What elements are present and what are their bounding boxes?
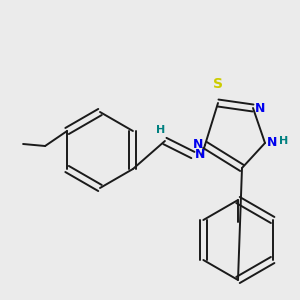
Text: H: H [279, 136, 288, 146]
Text: N: N [193, 139, 203, 152]
Text: S: S [213, 77, 223, 91]
Text: N: N [267, 136, 278, 149]
Text: N: N [255, 101, 266, 115]
Text: H: H [156, 125, 166, 135]
Text: N: N [195, 148, 205, 161]
